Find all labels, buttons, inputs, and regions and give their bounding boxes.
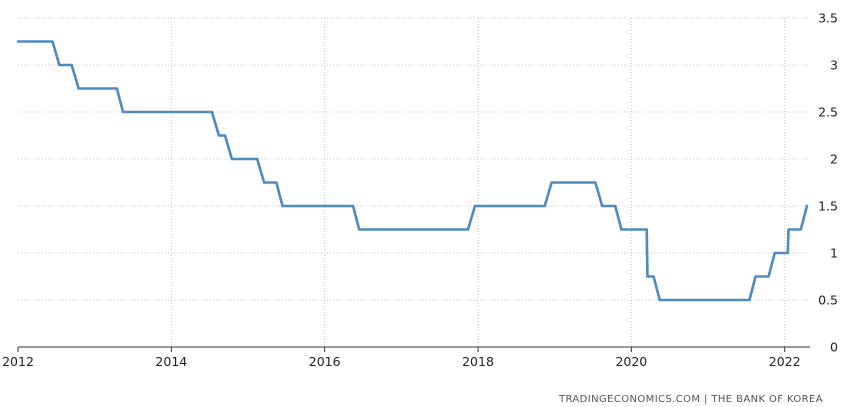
y-tick-label: 0	[830, 340, 838, 355]
tick-label-layer: 0 0.5 1 1.5 2 2.5 3 3.5 2012 2014 2016 2018 2020 2022	[2, 11, 838, 370]
y-tick-label: 1.5	[818, 199, 838, 214]
interest-rate-series-line	[16, 40, 809, 302]
grid-layer	[18, 17, 810, 347]
source-attribution: TRADINGECONOMICS.COM | THE BANK OF KOREA	[558, 394, 823, 405]
x-tick-label: 2012	[2, 354, 34, 369]
x-tick-label: 2022	[769, 354, 801, 369]
axis-layer	[17, 346, 810, 352]
x-tick-label: 2020	[615, 354, 647, 369]
y-tick-label: 3.5	[818, 11, 838, 26]
series-layer	[16, 40, 809, 302]
y-tick-label: 2.5	[818, 105, 838, 120]
y-tick-label: 3	[830, 58, 838, 73]
y-tick-label: 1	[830, 246, 838, 261]
x-tick-label: 2016	[309, 354, 341, 369]
x-tick-label: 2014	[155, 354, 187, 369]
y-tick-label: 0.5	[818, 293, 838, 308]
y-tick-label: 2	[830, 152, 838, 167]
x-tick-label: 2018	[462, 354, 494, 369]
